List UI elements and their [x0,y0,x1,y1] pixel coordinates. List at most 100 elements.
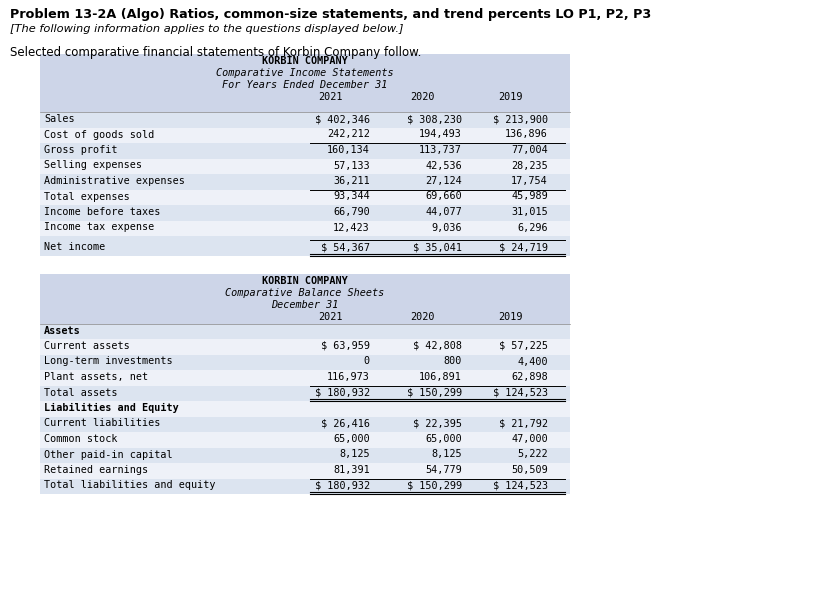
Text: December 31: December 31 [271,300,339,309]
Text: 8,125: 8,125 [339,449,369,459]
Text: $ 150,299: $ 150,299 [407,481,461,491]
FancyBboxPatch shape [40,478,570,494]
Text: $ 24,719: $ 24,719 [498,242,547,252]
Text: 2021: 2021 [317,311,342,322]
Text: Assets: Assets [44,325,80,335]
Text: 36,211: 36,211 [333,176,369,186]
Text: 800: 800 [443,357,461,367]
Text: $ 22,395: $ 22,395 [412,419,461,429]
Text: Long-term investments: Long-term investments [44,357,172,367]
Text: 2020: 2020 [409,311,434,322]
Text: $ 26,416: $ 26,416 [320,419,369,429]
Text: 2019: 2019 [497,92,522,102]
Text: 62,898: 62,898 [511,372,547,382]
Text: Administrative expenses: Administrative expenses [44,176,185,186]
Text: 65,000: 65,000 [425,434,461,444]
Text: $ 63,959: $ 63,959 [320,341,369,351]
Text: $ 35,041: $ 35,041 [412,242,461,252]
FancyBboxPatch shape [40,143,570,158]
Text: Retained earnings: Retained earnings [44,465,148,475]
Text: $ 402,346: $ 402,346 [315,114,369,124]
Text: 65,000: 65,000 [333,434,369,444]
Text: 194,493: 194,493 [419,130,461,139]
FancyBboxPatch shape [40,220,570,236]
Text: $ 124,523: $ 124,523 [493,387,547,397]
Text: 77,004: 77,004 [511,145,547,155]
FancyBboxPatch shape [40,54,570,112]
Text: Total assets: Total assets [44,387,118,397]
Text: 160,134: 160,134 [327,145,369,155]
FancyBboxPatch shape [40,112,570,260]
Text: $ 180,932: $ 180,932 [315,481,369,491]
FancyBboxPatch shape [40,112,570,128]
FancyBboxPatch shape [40,432,570,448]
FancyBboxPatch shape [40,339,570,354]
Text: 69,660: 69,660 [425,192,461,201]
FancyBboxPatch shape [40,324,570,339]
Text: Comparative Balance Sheets: Comparative Balance Sheets [225,287,384,298]
FancyBboxPatch shape [40,190,570,205]
Text: $ 180,932: $ 180,932 [315,387,369,397]
Text: [The following information applies to the questions displayed below.]: [The following information applies to th… [10,24,403,34]
Text: 45,989: 45,989 [511,192,547,201]
FancyBboxPatch shape [40,401,570,416]
Text: 50,509: 50,509 [511,465,547,475]
Text: 66,790: 66,790 [333,207,369,217]
Text: 28,235: 28,235 [511,160,547,171]
Text: 81,391: 81,391 [333,465,369,475]
FancyBboxPatch shape [40,416,570,432]
Text: 2021: 2021 [317,92,342,102]
Text: 106,891: 106,891 [419,372,461,382]
Text: Total expenses: Total expenses [44,192,130,201]
FancyBboxPatch shape [40,370,570,386]
FancyBboxPatch shape [40,236,570,255]
Text: Income tax expense: Income tax expense [44,222,154,233]
Text: $ 21,792: $ 21,792 [498,419,547,429]
Text: $ 150,299: $ 150,299 [407,387,461,397]
Text: 4,400: 4,400 [517,357,547,367]
Text: Common stock: Common stock [44,434,118,444]
Text: $ 57,225: $ 57,225 [498,341,547,351]
Text: 57,133: 57,133 [333,160,369,171]
FancyBboxPatch shape [40,354,570,370]
Text: $ 308,230: $ 308,230 [407,114,461,124]
Text: Liabilities and Equity: Liabilities and Equity [44,403,179,413]
Text: 136,896: 136,896 [504,130,547,139]
Text: 93,344: 93,344 [333,192,369,201]
Text: 113,737: 113,737 [419,145,461,155]
FancyBboxPatch shape [40,205,570,220]
Text: Net income: Net income [44,242,105,252]
Text: $ 124,523: $ 124,523 [493,481,547,491]
Text: Current assets: Current assets [44,341,130,351]
Text: Income before taxes: Income before taxes [44,207,160,217]
Text: Other paid-in capital: Other paid-in capital [44,449,172,459]
Text: 6,296: 6,296 [517,222,547,233]
FancyBboxPatch shape [40,273,570,324]
Text: Sales: Sales [44,114,75,124]
Text: $ 54,367: $ 54,367 [320,242,369,252]
FancyBboxPatch shape [40,448,570,463]
Text: 0: 0 [363,357,369,367]
Text: 54,779: 54,779 [425,465,461,475]
FancyBboxPatch shape [40,158,570,174]
FancyBboxPatch shape [40,128,570,143]
FancyBboxPatch shape [40,386,570,401]
Text: Plant assets, net: Plant assets, net [44,372,148,382]
Text: Total liabilities and equity: Total liabilities and equity [44,481,215,491]
Text: 116,973: 116,973 [327,372,369,382]
Text: 27,124: 27,124 [425,176,461,186]
Text: 47,000: 47,000 [511,434,547,444]
Text: 8,125: 8,125 [431,449,461,459]
Text: Selected comparative financial statements of Korbin Company follow.: Selected comparative financial statement… [10,46,421,59]
Text: Cost of goods sold: Cost of goods sold [44,130,154,139]
Text: 31,015: 31,015 [511,207,547,217]
Text: Current liabilities: Current liabilities [44,419,160,429]
Text: 2020: 2020 [409,92,434,102]
Text: 242,212: 242,212 [327,130,369,139]
Text: $ 42,808: $ 42,808 [412,341,461,351]
Text: Problem 13-2A (Algo) Ratios, common-size statements, and trend percents LO P1, P: Problem 13-2A (Algo) Ratios, common-size… [10,8,651,21]
Text: 42,536: 42,536 [425,160,461,171]
FancyBboxPatch shape [40,324,570,504]
Text: Comparative Income Statements: Comparative Income Statements [216,68,393,78]
Text: 2019: 2019 [497,311,522,322]
